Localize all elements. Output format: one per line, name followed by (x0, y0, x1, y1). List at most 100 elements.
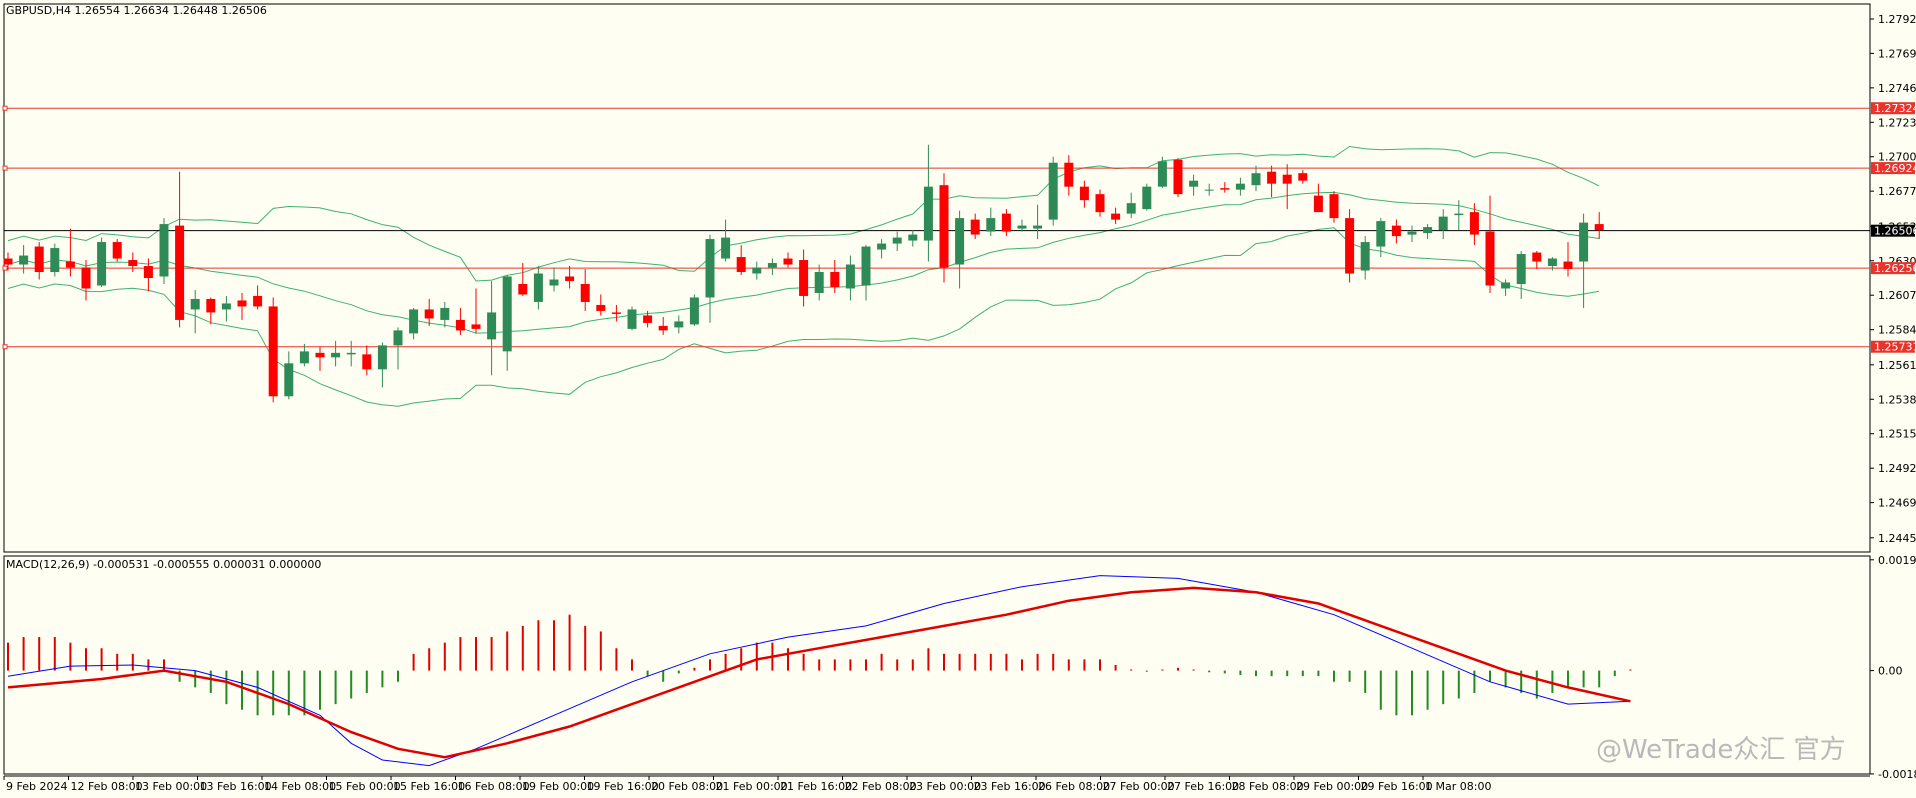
candle-body (221, 303, 231, 310)
candle-body (1111, 213, 1121, 220)
candle-body (362, 354, 372, 370)
price-tick-label: 1.27230 (1878, 116, 1916, 129)
level-price-label: 1.26256 (1874, 262, 1916, 275)
candle-body (1407, 231, 1417, 235)
candle-body (1329, 194, 1339, 219)
time-tick-label: 26 Feb 08:00 (1038, 780, 1110, 793)
candle-body (1126, 203, 1136, 214)
watermark-text: @WeTrade众汇 官方 (1596, 735, 1846, 765)
candle-body (50, 248, 60, 273)
candle-body (1501, 282, 1511, 289)
candle-body (565, 276, 575, 281)
candle-body (65, 261, 75, 268)
candle-body (1376, 221, 1386, 247)
candle-body (923, 186, 933, 241)
candle-body (190, 298, 200, 310)
level-price-label: 1.27324 (1874, 102, 1916, 115)
candle-body (175, 225, 185, 320)
macd-tick-label: -0.001849 (1878, 768, 1916, 781)
price-tick-label: 1.25610 (1878, 359, 1916, 372)
bollinger-upper-band (7, 145, 1600, 282)
candle-body (1048, 162, 1058, 220)
time-tick-label: 14 Feb 08:00 (264, 780, 336, 793)
candle-body (643, 315, 653, 323)
candle-body (1485, 231, 1495, 286)
candle-body (1157, 161, 1167, 187)
level-price-tag (1871, 340, 1915, 353)
candle-body (1345, 218, 1355, 274)
time-tick-label: 20 Feb 08:00 (651, 780, 723, 793)
level-price-tag (1871, 262, 1915, 275)
candle-body (502, 276, 512, 352)
candle-body (970, 219, 980, 235)
candle-body (112, 242, 122, 259)
candle-body (159, 224, 169, 277)
time-tick-label: 27 Feb 16:00 (1167, 780, 1239, 793)
macd-line (7, 575, 1631, 767)
time-tick-label: 15 Feb 00:00 (329, 780, 401, 793)
candle-body (1017, 225, 1027, 229)
candle-body (487, 312, 497, 340)
candle-body (596, 304, 606, 311)
candle-body (1064, 162, 1074, 187)
candle-body (1235, 183, 1245, 190)
candle-body (939, 185, 949, 268)
candle-body (1423, 227, 1433, 234)
candle-body (331, 352, 341, 358)
level-line-handle[interactable] (2, 265, 8, 271)
level-line-handle[interactable] (2, 344, 8, 350)
candle-body (736, 257, 746, 273)
candle-body (424, 309, 434, 319)
time-tick-label: 19 Feb 00:00 (522, 780, 594, 793)
candle-body (892, 237, 902, 244)
price-tick-label: 1.24455 (1878, 532, 1916, 545)
time-tick-label: 13 Feb 00:00 (135, 780, 207, 793)
level-line-handle[interactable] (2, 105, 8, 111)
price-tick-label: 1.26770 (1878, 185, 1916, 198)
macd-title: MACD(12,26,9) -0.000531 -0.000555 0.0000… (6, 558, 321, 571)
macd-signal-line (7, 586, 1631, 759)
candle-body (549, 279, 559, 286)
candle-body (1079, 186, 1089, 201)
candle-body (1313, 195, 1323, 213)
price-tick-label: 1.25380 (1878, 393, 1916, 406)
candle-body (752, 267, 762, 274)
candle-body (830, 272, 840, 287)
candle-body (471, 324, 481, 329)
price-tick-label: 1.24920 (1878, 462, 1916, 475)
symbol-title: GBPUSD,H4 1.26554 1.26634 1.26448 1.2650… (6, 4, 267, 17)
candle-body (440, 307, 450, 320)
time-tick-label: 19 Feb 16:00 (587, 780, 659, 793)
time-tick-label: 9 Feb 2024 (6, 780, 67, 793)
price-tick-label: 1.25845 (1878, 324, 1916, 337)
candle-body (253, 295, 263, 307)
price-tick-label: 1.27920 (1878, 13, 1916, 26)
candle-body (1547, 258, 1557, 267)
candle-body (1579, 222, 1589, 262)
candle-body (580, 283, 590, 302)
level-price-tag (1871, 102, 1915, 115)
candle-body (128, 260, 138, 267)
time-tick-label: 21 Feb 16:00 (780, 780, 852, 793)
candle-body (1220, 188, 1230, 190)
candle-body (206, 298, 216, 313)
candle-body (814, 272, 824, 293)
candle-body (783, 258, 793, 265)
level-line-handle[interactable] (2, 165, 8, 171)
candle-body (533, 273, 543, 302)
candle-body (658, 325, 668, 331)
candle-body (284, 363, 294, 397)
candle-body (1001, 213, 1011, 232)
candle-body (877, 243, 887, 250)
candle-body (627, 309, 637, 329)
candle-body (1298, 173, 1308, 181)
candle-body (1142, 186, 1152, 210)
time-tick-label: 1 Mar 08:00 (1425, 780, 1491, 793)
candle-body (1360, 242, 1370, 271)
candle-body (518, 283, 528, 295)
candle-body (1033, 225, 1043, 229)
candle-body (1469, 212, 1479, 235)
candle-body (81, 267, 91, 289)
candle-body (1095, 194, 1105, 213)
candle-body (268, 306, 278, 397)
